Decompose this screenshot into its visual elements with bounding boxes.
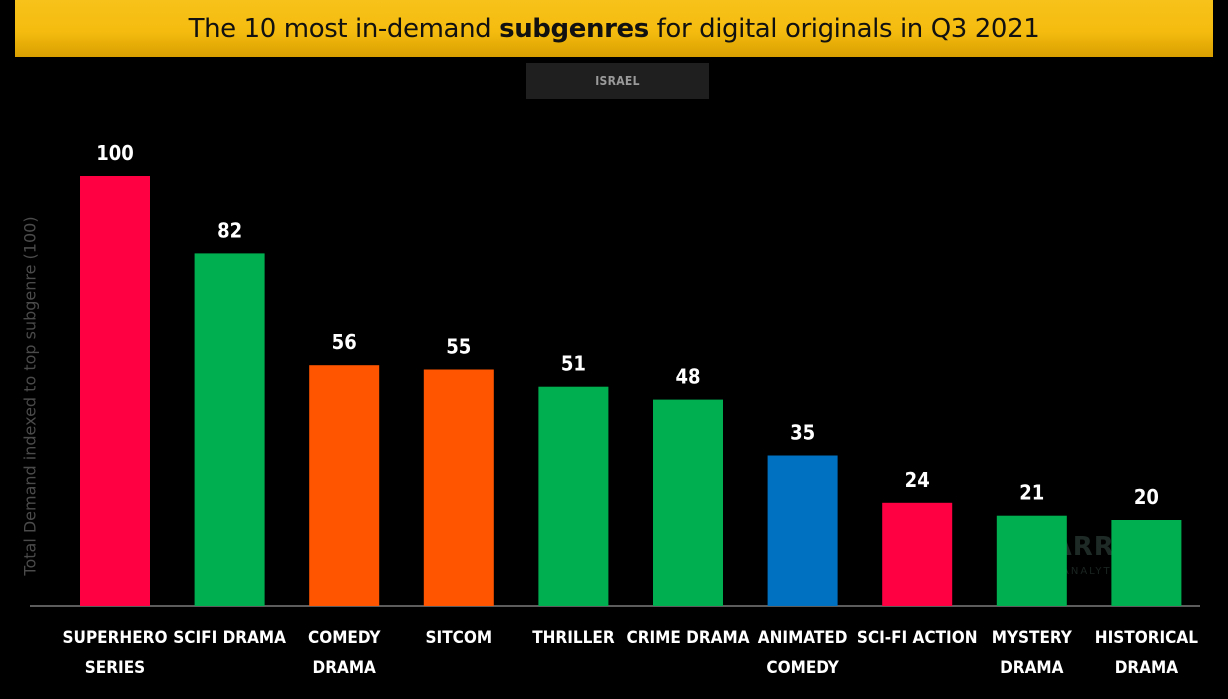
bar-1: [194, 253, 265, 606]
category-label-9-line-1: DRAMA: [1115, 658, 1179, 678]
bar-3: [423, 369, 494, 606]
category-label-4-line-0: THRILLER: [532, 628, 615, 648]
bar-value-label-3: 55: [446, 335, 471, 359]
bar-7: [882, 502, 953, 606]
bar-value-label-9: 20: [1134, 485, 1159, 509]
bar-value-label-5: 48: [675, 365, 700, 389]
bar-0: [80, 176, 150, 606]
bar-value-label-0: 100: [96, 141, 134, 165]
title-bar: The 10 most in-demand subgenres for digi…: [15, 0, 1213, 57]
bar-9: [1111, 520, 1182, 606]
bar-2: [309, 365, 380, 606]
bar-value-label-7: 24: [905, 468, 930, 492]
watermark-subtext: ANALYTICS: [1062, 566, 1134, 577]
category-label-0-line-1: SERIES: [85, 658, 145, 678]
category-label-2-line-1: DRAMA: [313, 658, 377, 678]
region-label: ISRAEL: [595, 74, 640, 88]
bar-value-label-4: 51: [561, 352, 586, 376]
category-label-6-line-0: ANIMATED: [758, 628, 848, 648]
category-label-0-line-0: SUPERHERO: [63, 628, 168, 648]
title-bold-word: subgenres: [499, 13, 649, 44]
category-label-7-line-0: SCI-FI ACTION: [857, 628, 978, 648]
region-badge: ISRAEL: [526, 63, 709, 99]
bar-8: [996, 515, 1067, 606]
bar-6: [767, 455, 838, 606]
title-part-2: for digital originals in Q3 2021: [648, 13, 1040, 44]
category-label-8-line-0: MYSTERY: [992, 628, 1073, 648]
category-label-5-line-0: CRIME DRAMA: [626, 628, 749, 648]
category-label-9-line-0: HISTORICAL: [1095, 628, 1198, 648]
bar-value-label-1: 82: [217, 218, 242, 242]
title-part-1: The 10 most in-demand: [188, 13, 500, 44]
category-label-8-line-1: DRAMA: [1000, 658, 1064, 678]
category-label-3-line-0: SITCOM: [426, 628, 493, 648]
bar-value-label-8: 21: [1019, 481, 1044, 505]
category-label-1-line-0: SCIFI DRAMA: [173, 628, 286, 648]
bar-5: [653, 399, 723, 606]
category-label-2-line-0: COMEDY: [308, 628, 381, 648]
category-label-6-line-1: COMEDY: [766, 658, 839, 678]
chart-title: The 10 most in-demand subgenres for digi…: [189, 14, 1040, 44]
bar-4: [538, 386, 609, 606]
bar-value-label-2: 56: [332, 330, 357, 354]
bar-value-label-6: 35: [790, 421, 815, 445]
